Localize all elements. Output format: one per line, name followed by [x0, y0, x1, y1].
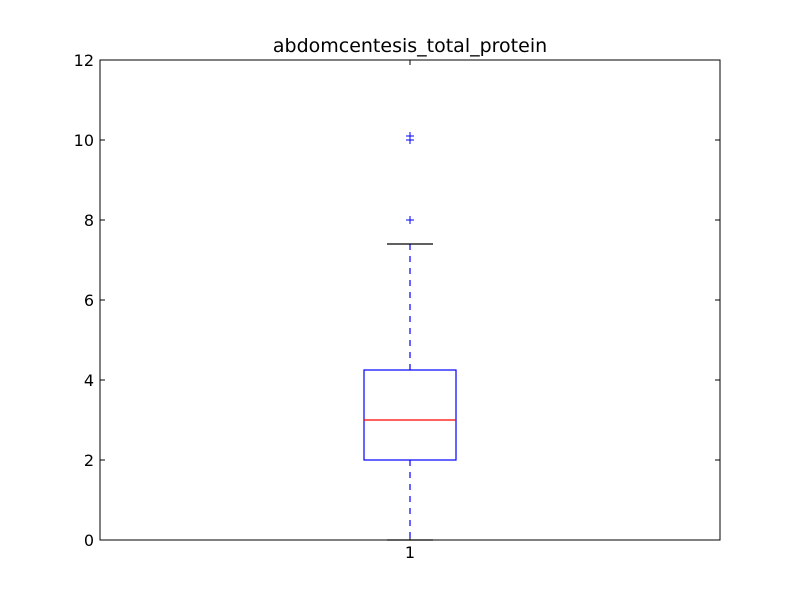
x-tick-label: 1: [405, 543, 415, 562]
y-tick-label: 0: [84, 531, 94, 550]
plot-frame: [99, 59, 721, 541]
y-tick-label: 2: [84, 451, 94, 470]
iqr-box: [363, 369, 457, 461]
outlier-point: [406, 216, 414, 224]
y-tick-label: 10: [74, 131, 94, 150]
y-axis: 0 2 4 6 8 10 12: [74, 51, 720, 550]
chart-title: abdomcentesis_total_protein: [273, 35, 547, 57]
y-tick-label: 12: [74, 51, 94, 70]
y-tick-label: 4: [84, 371, 94, 390]
y-tick-label: 6: [84, 291, 94, 310]
y-tick-label: 8: [84, 211, 94, 230]
outlier-point: [406, 132, 414, 140]
